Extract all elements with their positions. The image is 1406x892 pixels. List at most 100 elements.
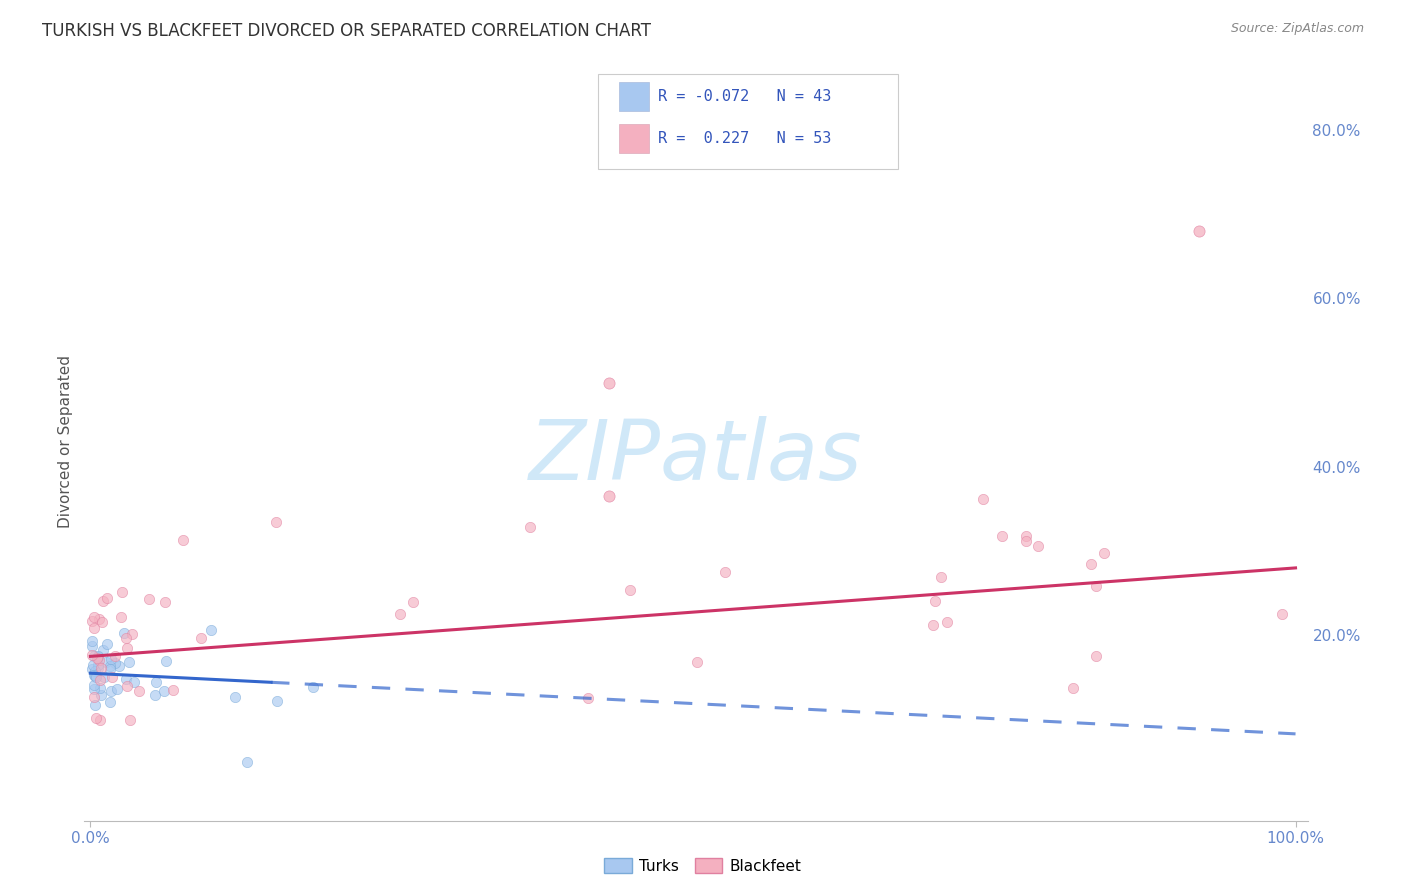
Point: [83, 668, 105, 682]
Point: [936, 615, 959, 630]
Point: [266, 693, 288, 707]
Point: [619, 582, 641, 597]
Point: [90, 661, 112, 675]
Point: [84, 670, 107, 684]
Y-axis label: Divorced or Separated: Divorced or Separated: [58, 355, 73, 528]
Point: [80, 639, 103, 653]
Point: [172, 533, 194, 547]
Point: [264, 515, 287, 529]
Point: [236, 755, 259, 769]
Point: [80, 634, 103, 648]
Point: [89, 681, 111, 695]
Point: [91, 642, 114, 657]
Point: [108, 658, 131, 673]
Point: [93, 593, 115, 607]
Point: [117, 640, 139, 655]
Point: [83, 668, 105, 682]
Point: [112, 625, 135, 640]
Point: [117, 679, 139, 693]
Point: [190, 632, 212, 646]
Point: [89, 673, 111, 687]
Text: TURKISH VS BLACKFEET DIVORCED OR SEPARATED CORRELATION CHART: TURKISH VS BLACKFEET DIVORCED OR SEPARAT…: [42, 22, 651, 40]
Point: [921, 618, 943, 632]
Point: [86, 651, 108, 665]
Point: [1092, 546, 1115, 560]
FancyBboxPatch shape: [598, 74, 898, 169]
Point: [94, 655, 117, 669]
Point: [80, 648, 103, 663]
Point: [100, 652, 122, 666]
Point: [972, 491, 994, 506]
Point: [1015, 534, 1038, 549]
Point: [87, 650, 110, 665]
Point: [83, 678, 105, 692]
Point: [118, 713, 141, 727]
Point: [87, 611, 110, 625]
Point: [143, 689, 166, 703]
Point: [162, 683, 184, 698]
Point: [991, 529, 1014, 543]
Point: [105, 681, 128, 696]
Point: [1026, 539, 1049, 553]
Point: [90, 688, 112, 702]
Point: [87, 657, 110, 672]
Point: [155, 595, 177, 609]
Point: [89, 653, 111, 667]
Point: [576, 691, 599, 706]
Point: [115, 672, 138, 686]
Bar: [619, 124, 650, 153]
Point: [98, 695, 121, 709]
Point: [224, 690, 246, 705]
Point: [80, 662, 103, 676]
Point: [80, 614, 103, 628]
Legend: Turks, Blackfeet: Turks, Blackfeet: [598, 852, 808, 880]
Point: [519, 520, 541, 534]
Point: [1015, 528, 1038, 542]
Point: [111, 585, 134, 599]
Point: [83, 664, 105, 678]
Point: [152, 684, 174, 698]
Text: ZIPatlas: ZIPatlas: [529, 417, 863, 497]
Point: [155, 654, 177, 668]
Text: Source: ZipAtlas.com: Source: ZipAtlas.com: [1230, 22, 1364, 36]
Point: [302, 680, 325, 694]
Point: [1062, 681, 1084, 696]
Text: R =  0.227   N = 53: R = 0.227 N = 53: [658, 131, 831, 145]
Point: [598, 376, 620, 390]
Point: [101, 670, 124, 684]
Point: [84, 711, 107, 725]
Point: [145, 675, 167, 690]
Point: [1188, 224, 1211, 238]
Point: [924, 593, 946, 607]
Point: [104, 657, 127, 671]
Point: [121, 627, 143, 641]
Point: [87, 648, 110, 663]
Point: [83, 648, 105, 663]
Point: [1271, 607, 1294, 622]
Point: [1084, 579, 1107, 593]
Point: [98, 658, 121, 673]
Point: [100, 684, 122, 698]
Point: [89, 713, 111, 727]
Point: [714, 565, 737, 579]
Point: [598, 489, 620, 503]
Point: [401, 595, 423, 609]
Point: [83, 620, 105, 634]
Point: [91, 615, 114, 629]
Bar: [619, 82, 650, 111]
Point: [84, 698, 107, 712]
Point: [1080, 557, 1102, 571]
Point: [110, 610, 132, 624]
Point: [82, 658, 104, 673]
Point: [98, 662, 121, 676]
Point: [115, 631, 138, 645]
Point: [128, 684, 150, 698]
Text: R = -0.072   N = 43: R = -0.072 N = 43: [658, 89, 831, 103]
Point: [93, 670, 115, 684]
Point: [388, 607, 411, 622]
Point: [686, 655, 709, 669]
Point: [96, 591, 118, 606]
Point: [1085, 649, 1108, 664]
Point: [96, 637, 118, 651]
Point: [200, 624, 222, 638]
